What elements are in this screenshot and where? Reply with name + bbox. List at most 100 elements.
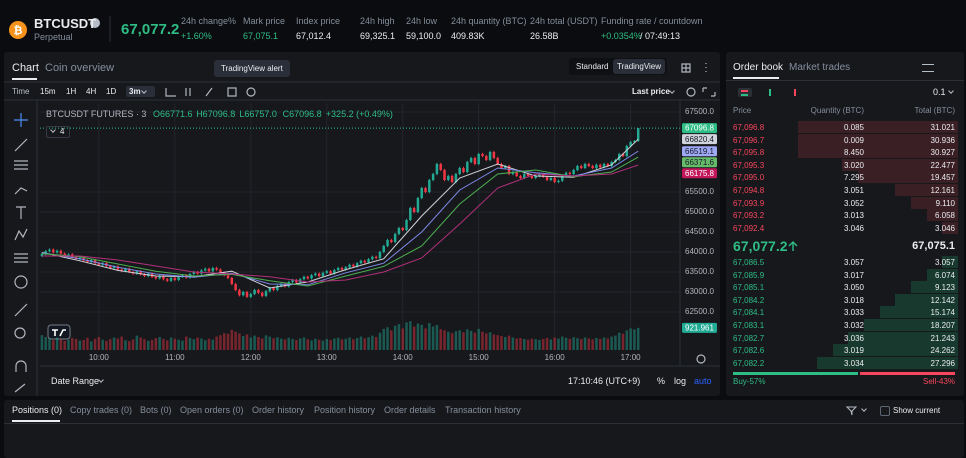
price-tag-label: 66820.4 <box>685 135 714 144</box>
tab[interactable]: Open orders (0) <box>180 405 244 415</box>
volume-bar <box>431 326 435 350</box>
layout-both[interactable] <box>738 88 752 97</box>
text-tool[interactable] <box>16 206 26 219</box>
tab[interactable]: Coin overview <box>45 62 115 74</box>
fib-tool[interactable] <box>14 160 28 170</box>
interval[interactable]: 4H <box>86 87 97 96</box>
tab[interactable]: Order history <box>252 405 305 415</box>
symbol-menu[interactable] <box>90 18 100 28</box>
price[interactable]: 67,082.2 <box>733 358 765 368</box>
positions-panel <box>4 400 964 458</box>
price[interactable]: 67,093.2 <box>733 211 765 221</box>
price-mode[interactable]: Last price <box>632 87 670 96</box>
pattern-tool[interactable] <box>14 187 28 195</box>
volume-bar <box>44 337 47 350</box>
price[interactable]: 67,086.5 <box>733 258 765 267</box>
volume-bar <box>553 337 556 350</box>
scale-option-active[interactable]: auto <box>694 376 712 386</box>
tab[interactable]: Market trades <box>789 62 851 73</box>
price[interactable]: 67,096.7 <box>733 135 765 145</box>
fullscreen-icon[interactable] <box>702 87 716 97</box>
candle-body <box>443 170 446 180</box>
legend-value: L66757.0 <box>239 109 277 119</box>
layout-asks[interactable] <box>794 89 803 96</box>
candle-body <box>291 280 294 282</box>
candle-body <box>587 164 591 166</box>
price[interactable]: 67,095.8 <box>733 148 765 158</box>
settings-icon[interactable] <box>696 354 706 364</box>
interval-active[interactable]: 3m <box>126 86 155 97</box>
candle-body <box>211 268 215 272</box>
emoji-tool[interactable] <box>14 275 28 289</box>
volume-bar <box>583 337 587 350</box>
tab[interactable]: Copy trades (0) <box>70 405 133 415</box>
toolbar-icons[interactable] <box>165 88 191 97</box>
tab-active[interactable]: Positions (0) <box>12 405 63 415</box>
show-current[interactable]: Show current <box>893 406 941 415</box>
depth-bar <box>926 268 958 281</box>
alert-icon[interactable] <box>246 87 256 97</box>
tab[interactable]: Position history <box>314 405 376 415</box>
scale-option[interactable]: % <box>657 376 666 386</box>
tab-active[interactable]: Chart <box>12 62 39 74</box>
volume-bar <box>382 328 385 350</box>
price[interactable]: 67,092.4 <box>733 223 765 233</box>
candle-body <box>67 254 70 256</box>
volume-bar <box>530 338 534 350</box>
tab-underline <box>12 420 60 422</box>
volume-bar <box>576 338 579 350</box>
volume-bar <box>602 337 606 350</box>
tab[interactable]: Order details <box>384 405 436 415</box>
interval[interactable]: 1D <box>106 87 117 96</box>
tab[interactable]: Bots (0) <box>140 405 172 415</box>
magnet-tool[interactable] <box>15 360 27 372</box>
price[interactable]: 67,094.8 <box>733 186 765 195</box>
precision[interactable]: 0.1 <box>933 87 946 97</box>
price[interactable]: 67,084.2 <box>733 295 765 305</box>
price[interactable]: 67,085.9 <box>733 270 765 280</box>
more-tools[interactable] <box>14 383 26 393</box>
price[interactable]: 67,085.1 <box>733 283 765 293</box>
price[interactable]: 67,095.3 <box>733 160 765 170</box>
volume-bar <box>124 340 127 350</box>
tab-active[interactable]: Order book <box>733 62 784 73</box>
checkbox[interactable] <box>880 406 890 416</box>
y-tick-label: 67500.0 <box>685 107 714 116</box>
view-option[interactable]: Standard <box>576 62 609 71</box>
view-option-active[interactable]: TradingView <box>613 59 666 74</box>
layout-icons[interactable] <box>681 63 707 73</box>
candle-body <box>454 174 458 182</box>
price[interactable]: 67,082.6 <box>733 346 765 356</box>
price[interactable]: 67,095.0 <box>733 173 765 183</box>
volume-bar <box>257 337 260 350</box>
measure-tool[interactable] <box>14 228 28 241</box>
zoom-tool[interactable] <box>14 327 26 339</box>
interval[interactable]: 1H <box>66 87 77 96</box>
interval[interactable]: 15m <box>40 87 56 96</box>
refresh-icon[interactable] <box>686 87 696 97</box>
scale-option[interactable]: log <box>674 376 687 386</box>
interval[interactable]: Time <box>12 87 30 96</box>
candle-body <box>515 172 518 176</box>
crosshair-tool[interactable] <box>14 113 28 127</box>
volume-bar <box>587 338 591 350</box>
date-range[interactable]: Date Range <box>51 376 100 386</box>
candle-body <box>336 268 340 270</box>
layout-bids[interactable] <box>769 89 778 96</box>
toolbar-icons[interactable] <box>205 87 237 97</box>
price[interactable]: 67,096.8 <box>733 123 765 132</box>
line-tool[interactable] <box>14 138 28 152</box>
price[interactable]: 67,084.1 <box>733 308 765 318</box>
price[interactable]: 67,082.7 <box>733 333 765 343</box>
x-tick-label: 15:00 <box>469 353 490 362</box>
indicator-toggle[interactable] <box>46 126 70 138</box>
price[interactable]: 67,083.1 <box>733 321 765 330</box>
filter-icon[interactable] <box>846 406 858 416</box>
volume-bar <box>268 336 272 350</box>
stat-label: 24h change% <box>181 16 237 26</box>
price[interactable]: 67,093.9 <box>733 198 765 208</box>
ruler-tool[interactable] <box>14 303 28 317</box>
tab[interactable]: Transaction history <box>445 405 521 415</box>
position-tool[interactable] <box>14 253 28 263</box>
settings-icon[interactable] <box>922 64 934 72</box>
